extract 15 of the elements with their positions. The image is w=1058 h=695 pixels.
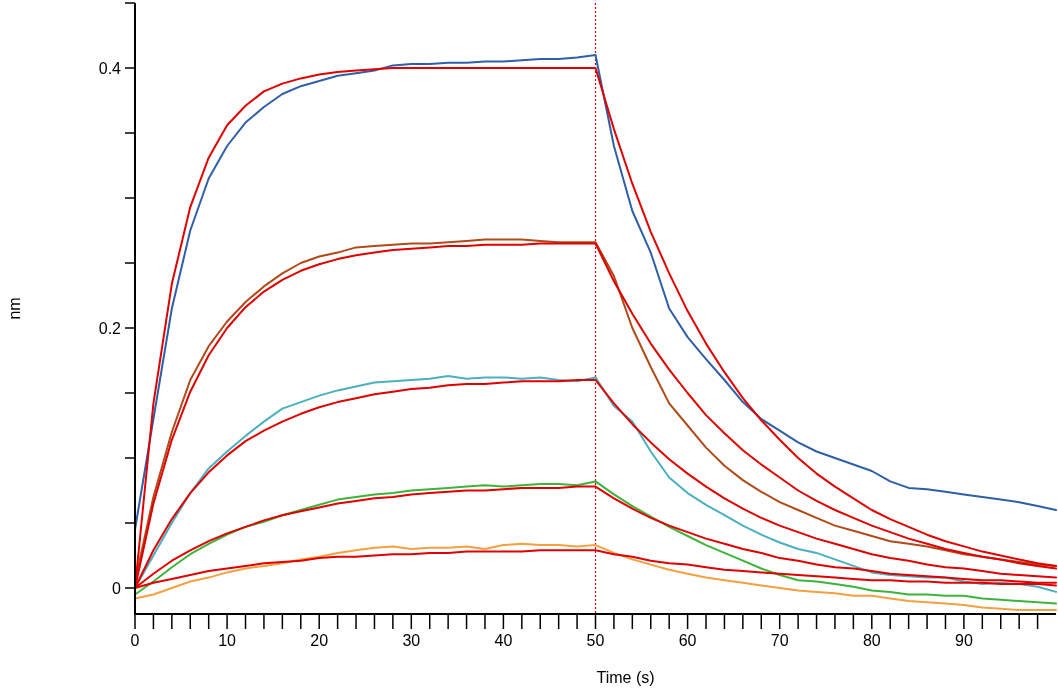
x-tick-label: 40 bbox=[494, 632, 513, 649]
y-tick-label: 0.2 bbox=[98, 320, 122, 337]
x-tick-label: 30 bbox=[402, 632, 421, 649]
x-tick-label: 80 bbox=[862, 632, 881, 649]
x-tick-label: 20 bbox=[310, 632, 329, 649]
x-tick-label: 90 bbox=[955, 632, 973, 649]
x-axis-title: Time (s) bbox=[596, 669, 655, 686]
x-tick-label: 50 bbox=[586, 632, 605, 649]
y-tick-label: 0 bbox=[112, 580, 122, 597]
y-tick-label: 0.4 bbox=[98, 60, 122, 77]
x-tick-label: 0 bbox=[130, 632, 140, 649]
x-tick-label: 60 bbox=[678, 632, 697, 649]
y-axis-title: nm bbox=[6, 297, 23, 320]
x-tick-label: 70 bbox=[770, 632, 789, 649]
x-tick-label: 10 bbox=[218, 632, 237, 649]
